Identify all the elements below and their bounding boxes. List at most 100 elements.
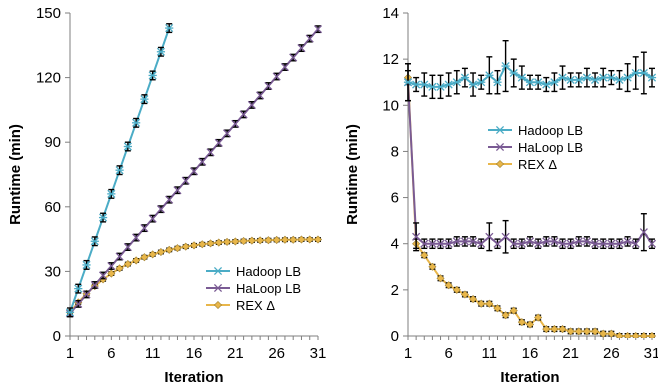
chart1-series2-point [107,261,116,271]
chart1-series2-point [74,299,83,308]
chart1-series2-point [99,271,108,280]
chart2-series3-point [631,331,640,338]
chart2-series2-point [420,239,429,248]
chart1-series2-point [206,148,215,157]
chart2-series1-point [542,80,551,89]
chart2-series3-point [607,329,616,338]
chart2-series1-point [525,78,535,87]
chart2-x-tick-label: 21 [562,345,579,362]
chart1-x-tick-label: 6 [107,345,115,362]
chart2-series2-point [525,237,535,246]
chart2-series2-point [566,239,575,248]
chart2-series2-point [460,237,469,246]
chart2-series3-point [444,281,453,290]
chart2-series3-point [509,306,518,315]
chart2-series1-point [460,73,470,82]
chart2-series2-point [517,239,526,248]
chart2-series2-point [485,232,494,241]
chart1-legend-swatch-marker-3 [213,300,223,310]
chart1-series2-point [239,110,248,119]
chart1-y-axis-title: Runtime (min) [7,124,24,225]
chart2-series3-point [493,304,502,313]
chart2-x-tick-label: 11 [482,345,498,362]
chart2-series2-point [558,239,567,248]
chart2-legend-swatch-marker-2 [495,142,505,152]
chart2-legend-swatch-marker-3 [495,159,505,169]
chart2-series3-point [647,331,657,338]
chart1-series3-point [198,240,207,249]
chart2-series1-point [599,73,608,82]
chart2-series3-point [550,325,559,334]
chart1-series3-point [297,235,306,244]
chart1-series3-point [264,236,273,245]
chart2-series3-point [542,325,551,334]
chart1-x-axis-title: Iteration [164,369,223,385]
chart1-legend-label-3: REX Δ [236,298,275,313]
chart2-series2-point [582,237,591,246]
chart2-series2-point [428,239,437,248]
chart1-series2-point [297,44,306,53]
chart1-series2-point [231,119,240,128]
chart2-series3-point [566,327,575,336]
chart1-series3-point [256,236,265,245]
chart1-series1-point [65,308,75,317]
chart1-y-tick-label: 90 [44,134,61,151]
chart2-series1-point [615,75,624,84]
chart1-series2-point [264,81,273,91]
chart1-series2-point [173,186,182,195]
chart1-series2-point [223,129,232,138]
chart1-series2-point [313,25,323,34]
chart2-series1-point [558,73,567,82]
chart1-series3-point [239,237,248,246]
chart1-series1-group [65,23,174,318]
chart2-series1-point [428,82,437,91]
chart1-y-tick-label: 0 [53,328,61,345]
chart1-series2-point [181,176,190,185]
chart1-series2-point [90,280,99,290]
chart1-series1-point [156,47,166,56]
chart1-series2-point [247,100,256,110]
chart2-y-tick-label: 12 [382,51,399,68]
chart2-x-tick-label: 26 [603,345,620,362]
chart2-y-tick-label: 2 [391,282,399,299]
chart2-series2-point [501,232,510,241]
chart2-series1-point [566,75,575,84]
chart2-series1-point [493,78,502,87]
chart2-legend-label-2: HaLoop LB [518,140,583,155]
chart1-series3-point [206,239,215,248]
chart1-legend-label-1: Hadoop LB [236,264,301,279]
chart2-series1-point [631,68,640,78]
chart1-y-tick-label: 60 [44,199,61,216]
chart2-legend-swatch-marker-1 [495,125,505,135]
chart1-series1-point [123,142,132,151]
chart2-legend-label-1: Hadoop LB [518,123,583,138]
chart1-series3-point [214,238,223,247]
chart1-series1-point [82,260,91,269]
chart1-series3-point [115,264,124,273]
chart2-series1-point [550,78,559,87]
chart1-series1-point [74,284,83,293]
chart2-series1-point [517,73,526,82]
chart2-series2-point [623,237,632,246]
chart1-series3-point [231,237,240,246]
chart1-series2-point [123,243,132,252]
chart1-series2-point [156,205,165,214]
chart2-series1-point [485,71,494,80]
chart1-series1-point [98,213,108,222]
chart2-series3-point [615,331,624,338]
chart2-y-tick-label: 4 [391,236,399,253]
chart2-series1-point [534,78,543,87]
chart1-series3-point [272,235,281,244]
chart2-series2-point [639,228,648,237]
chart2-series2-group [403,63,657,254]
chart1-x-tick-label: 1 [66,345,74,362]
chart2-y-tick-label: 8 [391,143,399,160]
chart1-series2-point [140,224,149,233]
chart2-series1-point [647,73,657,82]
chart2-series2-point [412,232,421,241]
chart2-series3-point [558,325,567,334]
chart2-series1-point [477,78,486,87]
chart1-series3-point [313,235,323,244]
chart1-series1-point [115,166,124,175]
chart1-series3-point [148,250,157,259]
